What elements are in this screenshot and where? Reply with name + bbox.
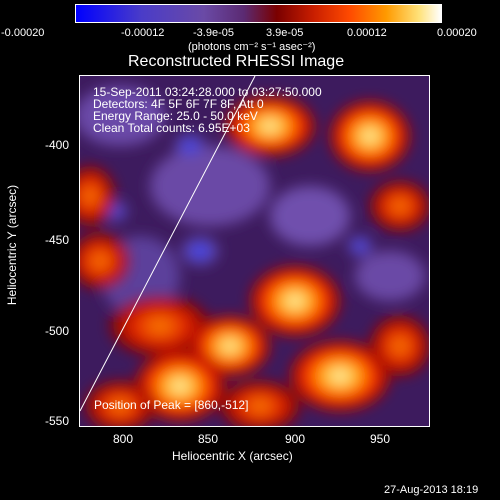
peak-position-label: Position of Peak = [860,-512] <box>94 398 249 412</box>
colorbar <box>75 4 442 23</box>
colorbar-tick-6: 0.00020 <box>437 27 477 39</box>
rhessi-image-svg <box>80 76 429 426</box>
info-line-4: Clean Total counts: 6.95E+03 <box>93 121 250 135</box>
info-line-2: Detectors: 4F 5F 6F 7F 8F, Att 0 <box>93 97 264 111</box>
ytick-1: -400 <box>45 138 70 152</box>
xtick-1: 800 <box>113 432 134 446</box>
colorbar-tick-2: -0.00012 <box>121 27 165 39</box>
info-block: 15-Sep-2011 03:24:28.000 to 03:27:50.000… <box>93 86 322 134</box>
image-blobs <box>80 86 429 426</box>
colorbar-tick-1: -0.00020 <box>1 27 45 39</box>
colorbar-ticks: -0.00020 -0.00012 -3.9e-05 3.9e-05 0.000… <box>0 0 500 60</box>
ytick-3: -500 <box>45 324 70 338</box>
xtick-2: 850 <box>198 432 219 446</box>
colorbar-unit-label: (photons cm⁻² s⁻¹ asec⁻²) <box>188 41 316 53</box>
ytick-4: -550 <box>45 414 70 428</box>
plot-title: Reconstructed RHESSI Image <box>128 53 345 70</box>
x-axis-label: Heliocentric X (arcsec) <box>172 449 293 463</box>
colorbar-tick-4: 3.9e-05 <box>266 27 304 39</box>
rhessi-image: 15-Sep-2011 03:24:28.000 to 03:27:50.000… <box>79 75 430 427</box>
info-line-3: Energy Range: 25.0 - 50.0 keV <box>93 109 258 123</box>
colorbar-tick-3: -3.9e-05 <box>193 27 234 39</box>
info-line-1: 15-Sep-2011 03:24:28.000 to 03:27:50.000 <box>93 85 322 99</box>
colorbar-tick-5: 0.00012 <box>347 27 387 39</box>
footer-date: 27-Aug-2013 18:19 <box>384 484 479 496</box>
solar-limb-line <box>80 76 256 412</box>
y-axis-label: Heliocentric Y (arcsec) <box>5 184 20 306</box>
xtick-4: 950 <box>370 432 391 446</box>
ytick-2: -450 <box>45 233 70 247</box>
xtick-3: 900 <box>285 432 306 446</box>
